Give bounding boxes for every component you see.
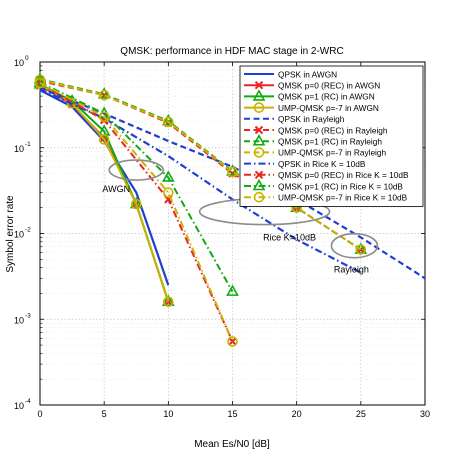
- y-axis-label: Symbol error rate: [5, 195, 16, 273]
- circle-marker: [253, 191, 265, 203]
- x-tick-label: 15: [227, 409, 237, 419]
- x-marker: [228, 337, 237, 346]
- x-marker: [254, 80, 264, 90]
- legend-entry: QPSK in Rayleigh: [244, 114, 345, 124]
- legend-label: QMSK p=1 (RC) in Rayleigh: [278, 137, 382, 147]
- legend-entry: QMSK p=0 (REC) in Rice K = 10dB: [244, 170, 409, 180]
- legend-label: QPSK in Rayleigh: [278, 114, 345, 124]
- legend-label: QMSK p=0 (REC) in AWGN: [278, 81, 380, 91]
- legend-entry: QPSK in AWGN: [244, 69, 337, 79]
- circle-marker: [163, 187, 174, 198]
- circle-marker: [355, 244, 367, 255]
- series-line: [39, 78, 362, 251]
- x-tick-label: 0: [37, 409, 42, 419]
- triangle-marker: [129, 196, 143, 209]
- series-12: [34, 77, 238, 347]
- circle-marker: [130, 198, 142, 210]
- legend-label: QPSK in AWGN: [278, 69, 337, 79]
- legend-entry: QMSK p=1 (RC) in Rice K = 10dB: [244, 178, 403, 191]
- y-tick-label: 10: [14, 401, 24, 411]
- y-tick-label: 10: [14, 230, 24, 240]
- triangle-marker: [226, 284, 239, 296]
- y-tick-label: 10: [14, 315, 24, 325]
- legend-entry: QMSK p=1 (RC) in AWGN: [244, 89, 375, 102]
- series-line: [39, 81, 234, 293]
- legend-entry: QMSK p=1 (RC) in Rayleigh: [244, 134, 382, 147]
- legend-entry: UMP-QMSK p=-7 in Rice K = 10dB: [244, 191, 408, 203]
- x-tick-label: 5: [102, 409, 107, 419]
- circle-marker: [163, 116, 174, 128]
- chart-title: QMSK: performance in HDF MAC stage in 2-…: [120, 46, 343, 57]
- triangle-marker: [161, 294, 175, 307]
- circle-marker: [34, 77, 46, 89]
- circle-marker: [98, 134, 110, 145]
- legend-label: UMP-QMSK p=-7 in AWGN: [278, 103, 379, 113]
- y-tick-label: 10: [14, 144, 24, 154]
- legend-entry: QMSK p=0 (REC) in Rayleigh: [244, 125, 388, 135]
- legend-label: QMSK p=1 (RC) in AWGN: [278, 92, 375, 102]
- triangle-marker: [252, 89, 266, 101]
- triangle-marker: [33, 75, 47, 87]
- annotation-ellipse: [330, 232, 379, 259]
- annotation-label: Rayleigh: [334, 265, 369, 275]
- y-tick-exponent: -4: [25, 398, 31, 405]
- x-marker: [254, 170, 264, 180]
- x-tick-label: 25: [356, 409, 366, 419]
- legend-label: QPSK in Rice K = 10dB: [278, 159, 366, 169]
- series-8: [34, 74, 367, 255]
- series-5: [39, 86, 426, 280]
- annotation: AWGN: [102, 159, 165, 194]
- y-tick-exponent: -3: [25, 312, 31, 319]
- legend-label: QMSK p=0 (REC) in Rayleigh: [278, 125, 388, 135]
- triangle-marker: [161, 113, 175, 126]
- triangle-marker: [252, 134, 266, 146]
- legend-box: [239, 65, 424, 207]
- legend-entry: QPSK in Rice K = 10dB: [244, 159, 366, 169]
- y-tick-exponent: -1: [25, 141, 31, 148]
- triangle-marker: [97, 87, 111, 99]
- series-line: [39, 86, 426, 280]
- series-layer: [33, 72, 426, 347]
- y-tick-exponent: 0: [25, 55, 29, 62]
- legend-label: UMP-QMSK p=-7 in Rayleigh: [278, 148, 387, 158]
- x-tick-label: 10: [163, 409, 173, 419]
- annotation-label: AWGN: [102, 184, 130, 194]
- annotation-layer: AWGN Rice K=10dB Rayleigh: [102, 159, 379, 275]
- circle-marker: [227, 336, 238, 347]
- x-tick-label: 30: [420, 409, 430, 419]
- legend-entry: UMP-QMSK p=-7 in Rayleigh: [244, 147, 387, 158]
- legend-label: QMSK p=1 (RC) in Rice K = 10dB: [278, 181, 403, 191]
- x-marker: [254, 125, 264, 135]
- y-tick-label: 10: [14, 58, 24, 68]
- legend-entry: QMSK p=0 (REC) in AWGN: [244, 81, 380, 91]
- annotation: Rayleigh: [330, 232, 379, 275]
- circle-marker: [163, 296, 174, 308]
- annotation-label: Rice K=10dB: [263, 233, 316, 243]
- triangle-marker: [161, 170, 175, 182]
- series-line: [39, 82, 234, 342]
- x-tick-label: 20: [292, 409, 302, 419]
- circle-marker: [227, 166, 238, 178]
- legend-label: QMSK p=0 (REC) in Rice K = 10dB: [278, 170, 409, 180]
- annotation-ellipse: [108, 159, 165, 181]
- circle-marker: [253, 102, 265, 113]
- legend-entry: UMP-QMSK p=-7 in AWGN: [244, 102, 379, 113]
- circle-marker: [253, 147, 265, 158]
- circle-marker: [98, 89, 110, 101]
- triangle-marker: [252, 178, 266, 191]
- x-axis-label: Mean Es/N0 [dB]: [194, 439, 270, 450]
- circle-marker: [98, 111, 110, 123]
- y-tick-exponent: -2: [25, 227, 31, 234]
- legend-label: UMP-QMSK p=-7 in Rice K = 10dB: [278, 193, 408, 203]
